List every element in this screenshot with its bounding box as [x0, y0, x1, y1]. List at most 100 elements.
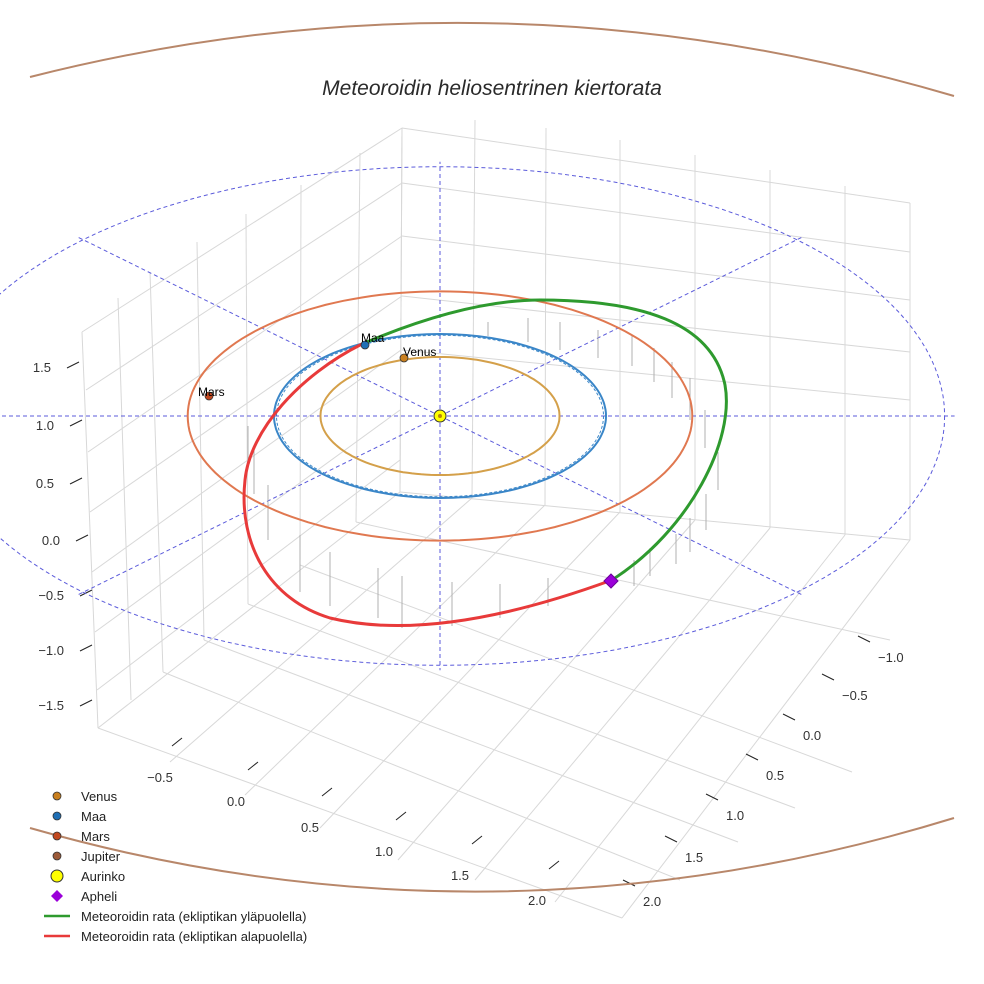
- x-tick-label: 0.5: [301, 820, 319, 835]
- x-tick-mark: [548, 860, 560, 870]
- legend-swatch: [34, 886, 80, 906]
- mars-label: Mars: [198, 385, 225, 399]
- chart-title: Meteoroidin heliosentrinen kiertorata: [322, 77, 662, 100]
- venus-marker: [399, 353, 409, 363]
- orbit-mars: [186, 290, 694, 542]
- x-tick-mark: [471, 835, 483, 845]
- pane-gridline: [355, 152, 361, 523]
- y-tick-mark: [821, 673, 835, 681]
- y-tick-label: 0.5: [766, 768, 784, 783]
- floor-gridline: [169, 497, 473, 763]
- legend-item: Maa: [34, 806, 307, 826]
- floor-gridline: [244, 504, 546, 796]
- floor-gridline: [162, 671, 681, 881]
- y-tick-label: −1.0: [878, 650, 904, 665]
- pane-gridline: [401, 295, 911, 353]
- reference-ray: [439, 415, 805, 597]
- legend-label: Meteoroidin rata (ekliptikan yläpuolella…: [81, 908, 307, 924]
- z-tick-label: −1.0: [38, 643, 64, 658]
- x-tick-mark: [395, 811, 407, 821]
- z-tick-mark: [79, 644, 93, 652]
- legend-label: Mars: [81, 828, 110, 844]
- x-tick-label: 1.5: [451, 868, 469, 883]
- legend-item: Venus: [34, 786, 307, 806]
- pane-gridline: [401, 235, 911, 301]
- pane-gridline: [89, 295, 403, 513]
- y-tick-mark: [664, 835, 678, 843]
- legend-item: Meteoroidin rata (ekliptikan yläpuolella…: [34, 906, 307, 926]
- legend-swatch: [34, 906, 80, 926]
- legend-swatch: [34, 826, 80, 846]
- legend-swatch: [34, 866, 80, 886]
- legend-item: Apheli: [34, 886, 307, 906]
- reference-ring: [0, 166, 946, 666]
- body-markers: Venus Maa Mars: [198, 331, 619, 589]
- floor-gridline: [355, 521, 891, 641]
- reference-ray: [439, 235, 805, 417]
- x-tick-label: 2.0: [528, 893, 546, 908]
- pane-gridline: [81, 331, 99, 729]
- z-tick-label: 0.5: [36, 476, 54, 491]
- pane-gridline: [401, 182, 911, 253]
- meteoroid-orbit: [242, 298, 728, 628]
- orbit-venus: [319, 356, 561, 476]
- pane-gridline: [87, 235, 403, 453]
- pane-gridline: [196, 241, 205, 641]
- legend-item: Mars: [34, 826, 307, 846]
- z-tick-mark: [79, 699, 93, 707]
- z-tick-mark: [69, 419, 83, 427]
- ecliptic-reference-grid: [0, 161, 955, 671]
- y-tick-label: 2.0: [643, 894, 661, 909]
- pane-gridline: [91, 349, 402, 573]
- z-tick-mark: [69, 477, 83, 485]
- jupiter-orbit-arc: [29, 21, 955, 97]
- reference-ray: [75, 415, 441, 597]
- floor-gridline: [319, 511, 621, 829]
- pane-gridline: [96, 459, 401, 691]
- y-tick-mark: [745, 753, 759, 761]
- legend-label: Maa: [81, 808, 107, 824]
- jupiter-orbit-arc: [29, 817, 955, 893]
- pane-gridline: [149, 271, 164, 673]
- pane-gridline: [399, 127, 403, 493]
- meteoroid-drop-lines: [247, 318, 719, 628]
- z-tick-label: 0.0: [42, 533, 60, 548]
- floor-gridline: [299, 564, 853, 773]
- y-tick-mark: [782, 713, 796, 721]
- mars-marker: [204, 391, 214, 401]
- legend-label: Apheli: [81, 888, 118, 904]
- floor-gridline: [554, 534, 846, 903]
- legend-swatch: [34, 846, 80, 866]
- z-tick-label: 1.0: [36, 418, 54, 433]
- sun-core: [438, 414, 442, 418]
- aphelion-marker: [603, 573, 619, 589]
- y-tick-mark: [705, 793, 719, 801]
- z-tick-label: −1.5: [38, 698, 64, 713]
- axis-ticks: −1.5 −1.0 −0.5 0.0 0.5 1.0 1.5 −0.5 0.0 0.5 1.0 1.5…: [33, 360, 904, 909]
- legend-item: Aurinko: [34, 866, 307, 886]
- legend-item: Meteoroidin rata (ekliptikan alapuolella…: [34, 926, 307, 946]
- legend-label: Aurinko: [81, 868, 126, 884]
- reference-ray: [75, 235, 441, 417]
- y-tick-mark: [857, 635, 871, 643]
- floor-gridline: [397, 519, 696, 861]
- pane-gridline: [401, 127, 911, 204]
- x-tick-mark: [171, 737, 183, 747]
- floor-gridline: [203, 639, 739, 843]
- legend-swatch: [34, 926, 80, 946]
- x-tick-label: 1.0: [375, 844, 393, 859]
- pane-gridline: [81, 127, 403, 333]
- y-tick-label: 1.0: [726, 808, 744, 823]
- y-tick-label: −0.5: [842, 688, 868, 703]
- pane-gridline: [117, 297, 132, 701]
- pane-gridline: [401, 349, 911, 401]
- legend-label: Meteoroidin rata (ekliptikan alapuolella…: [81, 928, 308, 944]
- legend: Venus Maa Mars Jupiter Aurinko Apheli Meteoroi…: [34, 786, 307, 946]
- pane-gridline: [85, 182, 403, 391]
- floor-gridline: [247, 603, 796, 809]
- y-tick-label: 1.5: [685, 850, 703, 865]
- y-tick-label: 0.0: [803, 728, 821, 743]
- floor-gridline: [474, 527, 771, 881]
- x-tick-mark: [321, 787, 333, 797]
